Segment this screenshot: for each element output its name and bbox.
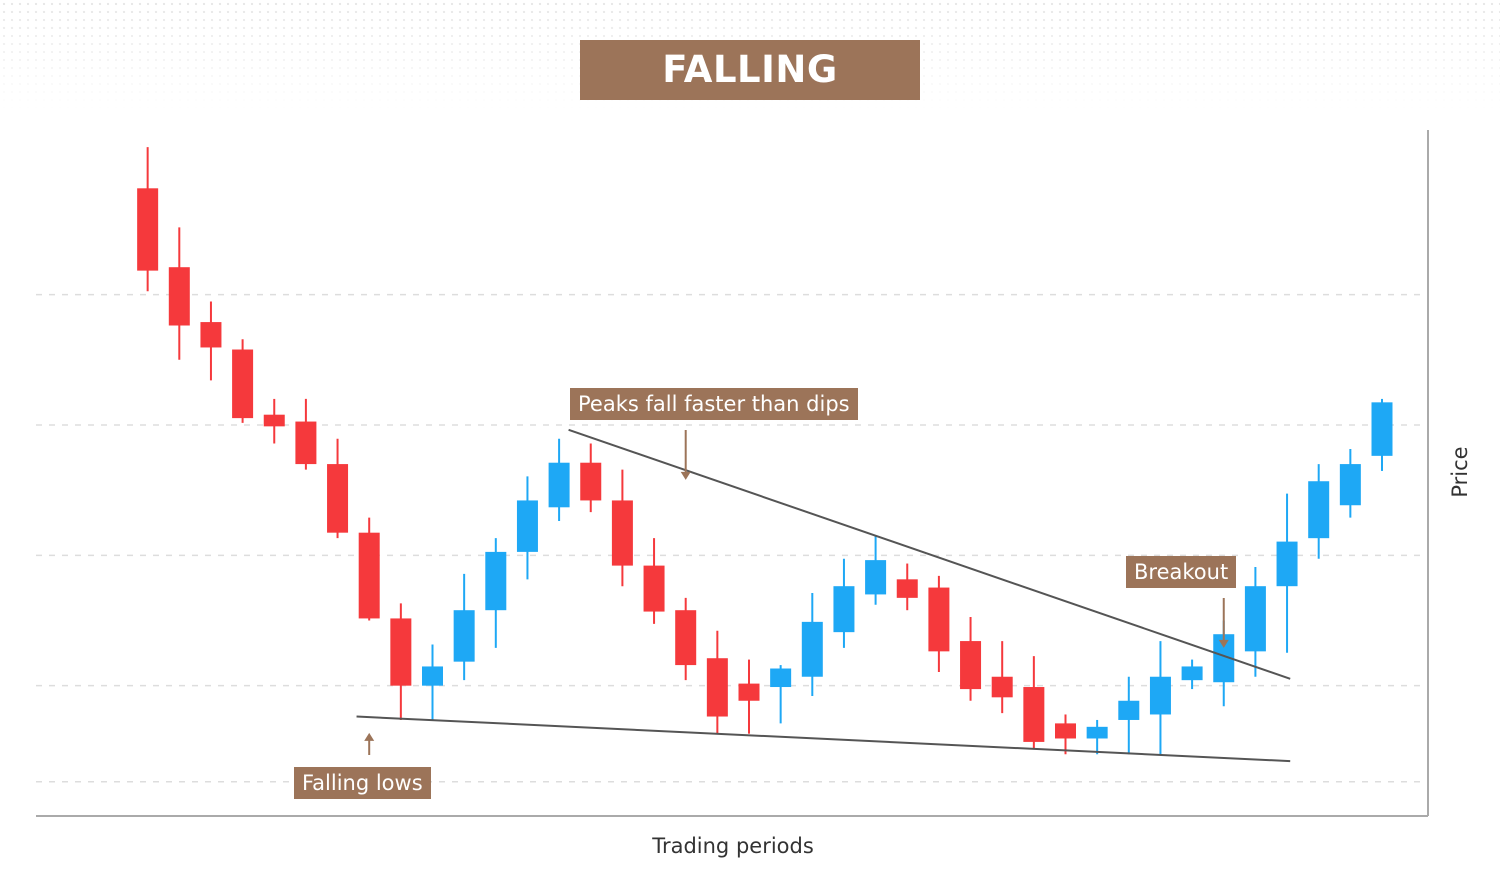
candle-body: [1276, 541, 1298, 587]
candle-body: [991, 676, 1013, 698]
candle-bullish: [1371, 398, 1393, 471]
candle-bearish: [991, 641, 1013, 714]
candle-body: [485, 551, 507, 611]
annotation-falling-lows-label: Falling lows: [294, 767, 431, 799]
candle-body: [548, 462, 570, 508]
candle-body: [137, 188, 159, 271]
candle-body: [1149, 676, 1171, 715]
candle-bullish: [485, 538, 507, 648]
candle-bearish: [168, 227, 190, 360]
candle-body: [611, 500, 633, 566]
candle-bearish: [1055, 714, 1076, 755]
candle-bullish: [770, 665, 792, 724]
candle-body: [643, 565, 665, 612]
candle-bearish: [137, 147, 159, 292]
candle-bullish: [1181, 659, 1203, 690]
candle-bullish: [516, 476, 538, 580]
candle-body: [263, 414, 285, 427]
candle-body: [200, 322, 222, 348]
candle-body: [1244, 586, 1266, 652]
candle-bullish: [1276, 493, 1298, 653]
annotation-arrows: [364, 430, 1229, 755]
candle-body: [1118, 700, 1140, 720]
candle-bearish: [200, 301, 222, 381]
candle-bearish: [232, 339, 254, 423]
candle-body: [1055, 723, 1076, 739]
annotation-peaks-label: Peaks fall faster than dips: [570, 388, 858, 420]
candle-bearish: [738, 659, 760, 734]
candle-bearish: [675, 597, 697, 681]
annotation-breakout-label: Breakout: [1126, 556, 1237, 588]
candle-bullish: [1118, 676, 1140, 755]
x-axis-label: Trading periods: [652, 834, 814, 858]
gridlines: [36, 293, 1428, 783]
trendlines: [356, 428, 1291, 763]
candle-body: [516, 500, 538, 552]
candle-bullish: [1339, 448, 1361, 518]
lower-trendline: [356, 715, 1291, 763]
candle-bearish: [928, 575, 950, 672]
candle-bearish: [327, 438, 349, 539]
candle-bullish: [422, 644, 443, 720]
candle-bearish: [896, 563, 918, 611]
candle-bearish: [358, 517, 380, 621]
candles: [137, 147, 1393, 755]
y-axis-label: Price: [1448, 446, 1472, 498]
candle-body: [1213, 634, 1235, 683]
candle-body: [928, 587, 950, 652]
candle-body: [1023, 687, 1045, 742]
candle-bearish: [643, 538, 665, 624]
candle-bullish: [1149, 641, 1171, 755]
candle-body: [295, 421, 317, 465]
falling-lows-arrow: [364, 732, 375, 755]
candle-body: [865, 560, 887, 595]
candle-body: [896, 579, 918, 598]
peaks-arrow: [680, 430, 691, 480]
candle-body: [580, 462, 602, 501]
candle-body: [675, 610, 697, 666]
candle-body: [706, 658, 728, 717]
candle-body: [801, 621, 823, 677]
candle-body: [1371, 402, 1393, 456]
candle-body: [960, 641, 982, 690]
candle-bearish: [580, 443, 602, 513]
candle-bullish: [801, 593, 823, 696]
candle-bullish: [833, 558, 855, 648]
arrow-head: [1218, 639, 1229, 648]
candle-body: [390, 618, 412, 686]
candle-body: [1086, 726, 1108, 739]
axes: [36, 130, 1429, 817]
candle-bearish: [295, 398, 317, 470]
candle-body: [738, 683, 760, 701]
candle-body: [327, 464, 349, 533]
arrow-head: [680, 471, 691, 480]
candle-body: [453, 610, 475, 662]
candle-body: [358, 532, 380, 619]
candle-bullish: [548, 438, 570, 522]
candle-bullish: [1086, 719, 1108, 755]
arrow-head: [364, 732, 375, 741]
candle-body: [1339, 464, 1361, 506]
candle-bearish: [1023, 656, 1045, 749]
candle-bullish: [1308, 464, 1330, 559]
candle-body: [232, 349, 254, 419]
candle-bearish: [390, 603, 412, 720]
candle-body: [422, 666, 443, 686]
candle-body: [770, 668, 792, 688]
candle-bearish: [611, 469, 633, 587]
candle-body: [1181, 666, 1203, 681]
upper-trendline: [568, 428, 1291, 680]
candle-bearish: [706, 630, 728, 734]
candle-body: [1308, 481, 1330, 539]
candle-bullish: [865, 536, 887, 605]
breakout-arrow: [1218, 598, 1229, 648]
candle-body: [833, 586, 855, 633]
chart-title: FALLING WEDGE: [580, 40, 920, 151]
candle-bearish: [263, 398, 285, 444]
candle-bullish: [453, 573, 475, 681]
candle-body: [168, 267, 190, 326]
candle-bullish: [1244, 566, 1266, 677]
candle-bearish: [960, 617, 982, 701]
